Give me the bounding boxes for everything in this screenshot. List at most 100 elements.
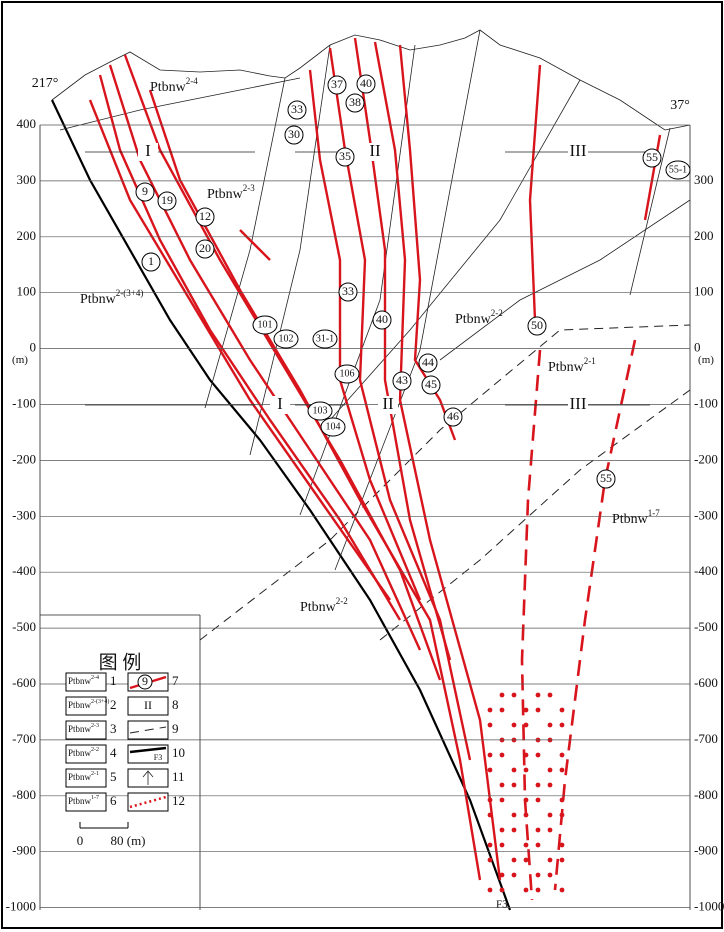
vein-label: 35 (339, 149, 351, 163)
ore-dot (536, 798, 541, 803)
vein-label: 9 (142, 184, 148, 198)
elevation-label: 0 (30, 340, 37, 355)
ore-dot (536, 888, 541, 893)
elevation-label: -400 (12, 563, 36, 578)
legend-symbol-label: F3 (154, 753, 162, 762)
ore-dot (560, 798, 565, 803)
elevation-label: -100 (694, 395, 718, 410)
ore-dot (500, 753, 505, 758)
vein-label: 102 (279, 333, 294, 344)
vein-label: 19 (161, 193, 173, 207)
legend-symbols (80, 822, 128, 828)
vein (240, 230, 270, 260)
formation-label: Ptbnw2-3 (207, 183, 255, 202)
elevation-label: -400 (694, 563, 718, 578)
ore-dot (512, 723, 517, 728)
ore-dot (500, 843, 505, 848)
ore-dot (536, 828, 541, 833)
ore-dot (488, 798, 493, 803)
zone-label: II (382, 394, 394, 413)
vein-label: 106 (340, 368, 355, 379)
vein (125, 55, 440, 680)
azimuth: 217° (32, 76, 59, 91)
ore-dot (548, 813, 553, 818)
scale-start: 0 (77, 833, 84, 848)
formation-base: Ptbnw (455, 312, 492, 327)
legend-symbol-label: 9 (142, 674, 148, 688)
formation-sup: 2-(3+4) (91, 698, 109, 705)
formation-sup: 2-1 (584, 356, 596, 366)
legend-num: 10 (172, 745, 185, 760)
ore-dot (548, 783, 553, 788)
ore-dot (512, 693, 517, 698)
vein-label: 44 (422, 355, 434, 369)
ore-dot (560, 723, 565, 728)
elevation-label: 300 (694, 172, 714, 187)
elevation-label: -200 (12, 451, 36, 466)
ore-dot (500, 693, 505, 698)
unit-label: (m) (698, 354, 714, 366)
ore-dot (560, 858, 565, 863)
elevation-label: -1000 (6, 899, 36, 914)
formation-label: Ptbnw2-2 (455, 308, 503, 327)
formation-label: Ptbnw2-1 (548, 356, 596, 375)
elevation-label: -900 (12, 843, 36, 858)
elevation-label: -1000 (694, 899, 724, 914)
vein-label: 45 (425, 377, 437, 391)
formation-sup: 2-1 (91, 771, 99, 777)
vein-label: 1 (148, 254, 154, 268)
vein-label: 40 (360, 76, 372, 90)
ore-dot (560, 708, 565, 713)
contact (440, 200, 690, 360)
ore-dot (500, 873, 505, 878)
ore-dot (500, 828, 505, 833)
legend-num: 1 (110, 673, 117, 688)
legend-box (128, 793, 168, 811)
fault-f3 (52, 100, 510, 910)
zone-label: III (570, 394, 587, 413)
legend-num: 2 (110, 697, 117, 712)
ore-dot (560, 813, 565, 818)
ore-dot (488, 813, 493, 818)
ore-dot (488, 858, 493, 863)
vein-label: 101 (258, 319, 273, 330)
elevation-label: -600 (694, 675, 718, 690)
ore-dot (500, 798, 505, 803)
ore-dot (560, 768, 565, 773)
legend-num: 4 (110, 745, 117, 760)
formation-base: Ptbnw (207, 187, 244, 202)
legend-num: 3 (110, 721, 117, 736)
elevation-label: -800 (694, 787, 718, 802)
ore-dot (488, 753, 493, 758)
ore-dot (524, 813, 529, 818)
legend-num: 7 (172, 673, 179, 688)
legend-num: 11 (172, 769, 185, 784)
vein-label: 20 (199, 241, 211, 255)
vein-label: 31-1 (316, 333, 334, 344)
fault-label: F3 (496, 899, 508, 911)
formation-base: Ptbnw (150, 80, 187, 95)
vein-label: 33 (342, 284, 354, 298)
ore-dot (488, 708, 493, 713)
formation-sup: 2-3 (91, 723, 99, 729)
ore-dot (548, 693, 553, 698)
ore-dot (524, 888, 529, 893)
legend-num: 6 (110, 793, 117, 808)
elevation-label: 100 (694, 284, 714, 299)
elevation-label: 200 (694, 228, 714, 243)
vein-label: 37 (331, 77, 343, 91)
vein (375, 42, 500, 880)
ore-dot (548, 858, 553, 863)
ore-dot (488, 843, 493, 848)
legend-num: 9 (172, 721, 179, 736)
zone-label: III (570, 141, 587, 160)
formation-base: Ptbnw (300, 600, 337, 615)
ore-dot (500, 888, 505, 893)
ore-dot (512, 768, 517, 773)
vein-label: 38 (349, 95, 361, 109)
legend-num: 5 (110, 769, 117, 784)
vein-label: 33 (291, 102, 303, 116)
ore-dot (500, 708, 505, 713)
elevation-label: -500 (694, 619, 718, 634)
formation-sup: 2-4 (91, 675, 99, 681)
